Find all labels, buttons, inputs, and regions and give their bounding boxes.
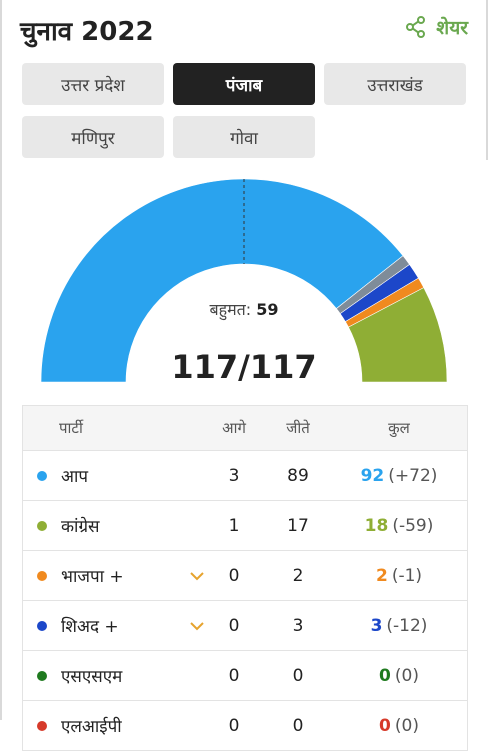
header-won: जीते <box>286 419 310 437</box>
header-total: कुल <box>388 419 410 437</box>
seat-change: (-12) <box>386 615 428 636</box>
party-name: कांग्रेस <box>61 517 100 537</box>
total-seats: 3 <box>370 615 383 636</box>
total-seats: 92 <box>360 465 385 486</box>
chevron-down-icon[interactable] <box>189 551 205 600</box>
total-count: 18 (-59) <box>343 501 455 550</box>
won-count: 89 <box>287 465 309 486</box>
table-row: एलआईपी 0 0 0 (0) <box>23 701 467 751</box>
left-border <box>0 0 2 720</box>
table-row[interactable]: भाजपा +0 2 2 (-1) <box>23 551 467 601</box>
majority-indicator: बहुमत: 59 <box>0 298 488 320</box>
table-header: पार्टी आगे जीते कुल <box>23 406 467 451</box>
table-row: एसएसएम 0 0 0 (0) <box>23 651 467 701</box>
tab-punjab[interactable]: पंजाब <box>173 63 315 105</box>
party-color-dot <box>37 451 47 500</box>
party-name: एलआईपी <box>61 717 122 737</box>
party-name: भाजपा + <box>61 567 124 587</box>
share-label: शेयर <box>436 17 468 39</box>
table-body: आप 3 89 92 (+72) कांग्रेस 1 17 18 (-59) भाजपा +0 2 2… <box>23 451 467 751</box>
share-icon <box>406 16 426 38</box>
total-seats: 2 <box>375 565 388 586</box>
total-seats: 18 <box>364 515 389 536</box>
lead-count: 0 <box>228 665 240 686</box>
party-name: शिअद + <box>61 617 119 637</box>
won-count: 0 <box>292 665 304 686</box>
majority-label: बहुमत: <box>209 300 252 319</box>
tab-uttarakhand[interactable]: उत्तराखंड <box>324 63 466 105</box>
seat-change: (+72) <box>388 465 438 486</box>
party-color-dot <box>37 501 47 550</box>
party-name: आप <box>61 467 89 487</box>
seat-change: (0) <box>394 715 419 736</box>
tab-goa[interactable]: गोवा <box>173 116 315 158</box>
table-row: कांग्रेस 1 17 18 (-59) <box>23 501 467 551</box>
won-count: 3 <box>292 615 304 636</box>
total-count: 92 (+72) <box>343 451 455 500</box>
party-color-dot <box>37 651 47 700</box>
seat-change: (-1) <box>391 565 423 586</box>
total-seats: 0 <box>379 715 391 736</box>
seat-score: 117/117 <box>171 348 317 386</box>
majority-value: 59 <box>256 300 279 319</box>
results-table: पार्टी आगे जीते कुल आप 3 89 92 (+72) कांग्रेस… <box>22 405 468 751</box>
header-party: पार्टी <box>59 419 83 437</box>
lead-count: 1 <box>228 515 240 536</box>
total-count: 0 (0) <box>343 701 455 750</box>
page-title: चुनाव 2022 <box>20 17 154 47</box>
won-count: 17 <box>287 515 309 536</box>
total-count: 0 (0) <box>343 651 455 700</box>
won-count: 2 <box>292 565 304 586</box>
header-lead: आगे <box>222 419 246 437</box>
tab-uttar-pradesh[interactable]: उत्तर प्रदेश <box>22 63 164 105</box>
lead-count: 0 <box>228 565 240 586</box>
lead-count: 3 <box>228 465 240 486</box>
gauge-segment <box>348 287 448 383</box>
seat-change: (-59) <box>392 515 434 536</box>
seat-gauge <box>40 178 448 383</box>
lead-count: 0 <box>228 615 240 636</box>
won-count: 0 <box>292 715 304 736</box>
total-count: 2 (-1) <box>343 551 455 600</box>
gauge-segment <box>40 178 404 383</box>
tab-manipur[interactable]: मणिपुर <box>22 116 164 158</box>
share-button[interactable]: शेयर <box>406 14 468 40</box>
table-row[interactable]: शिअद +0 3 3 (-12) <box>23 601 467 651</box>
seat-chart: बहुमत: 59 117/117 <box>0 170 488 400</box>
party-color-dot <box>37 551 47 600</box>
seat-change: (0) <box>394 665 419 686</box>
party-color-dot <box>37 601 47 650</box>
total-seats: 0 <box>379 665 391 686</box>
header: चुनाव 2022 शेयर <box>20 8 468 48</box>
table-row: आप 3 89 92 (+72) <box>23 451 467 501</box>
total-count: 3 (-12) <box>343 601 455 650</box>
party-name: एसएसएम <box>61 667 123 687</box>
chevron-down-icon[interactable] <box>189 601 205 650</box>
party-color-dot <box>37 701 47 750</box>
lead-count: 0 <box>228 715 240 736</box>
right-border <box>486 0 488 160</box>
